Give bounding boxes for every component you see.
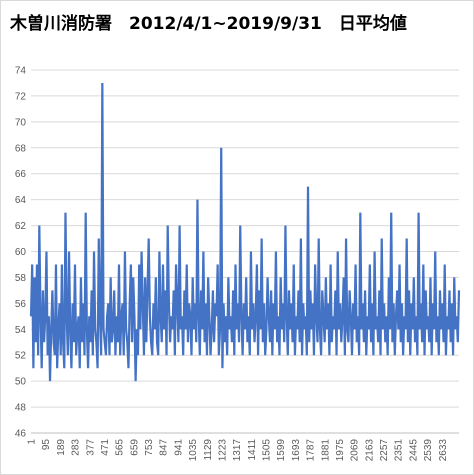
y-tick-label: 58 [15, 273, 27, 284]
y-tick-label: 64 [15, 195, 27, 206]
x-tick-label: 1035 [188, 439, 199, 462]
series-group [29, 82, 461, 382]
x-tick-label: 1411 [247, 439, 258, 461]
x-tick-label: 2163 [364, 439, 375, 462]
x-tick-label: 2633 [438, 439, 449, 462]
y-axis: 46 48 50 52 54 56 58 60 62 64 66 68 70 72 74 [15, 66, 27, 440]
x-tick-label: 847 [159, 439, 170, 456]
x-tick-label: 283 [71, 439, 82, 456]
y-tick-label: 72 [15, 91, 27, 102]
x-tick-label: 2539 [423, 439, 434, 462]
x-tick-label: 2069 [350, 439, 361, 462]
x-tick-label: 189 [56, 439, 67, 456]
x-tick-label: 2351 [394, 439, 405, 462]
y-tick-label: 48 [15, 403, 27, 414]
x-tick-label: 753 [144, 439, 155, 456]
x-tick-label: 2445 [408, 439, 419, 462]
y-tick-label: 52 [15, 351, 27, 362]
x-tick-label: 1693 [291, 439, 302, 462]
y-tick-label: 70 [15, 117, 27, 128]
x-tick-label: 565 [115, 439, 126, 456]
y-tick-label: 66 [15, 169, 27, 180]
x-tick-label: 471 [100, 439, 111, 456]
x-tick-label: 1129 [203, 439, 214, 461]
series-line [29, 82, 461, 382]
y-tick-label: 74 [15, 66, 27, 77]
chart-title: 木曽川消防署 2012/4/1~2019/9/31 日平均値 [10, 14, 407, 34]
x-tick-label: 659 [129, 439, 140, 456]
x-axis: 1 95 189 283 377 471 565 659 753 847 941 1035 1129 12… [27, 432, 459, 462]
x-tick-label: 941 [173, 439, 184, 456]
x-tick-label: 1975 [335, 439, 346, 462]
y-tick-label: 54 [15, 325, 27, 336]
y-tick-label: 62 [15, 221, 27, 232]
y-tick-label: 56 [15, 299, 27, 310]
x-tick-label: 1223 [217, 439, 228, 462]
gridlines [31, 69, 459, 434]
x-tick-label: 1505 [262, 439, 273, 462]
x-tick-label: 377 [85, 439, 96, 456]
y-tick-label: 60 [15, 247, 27, 258]
y-tick-label: 50 [15, 377, 27, 388]
x-tick-label: 1317 [232, 439, 243, 462]
x-tick-label: 1 [27, 439, 38, 445]
x-tick-label: 2257 [379, 439, 390, 462]
y-tick-label: 46 [15, 429, 27, 440]
x-tick-label: 1787 [306, 439, 317, 462]
y-tick-label: 68 [15, 143, 27, 154]
x-tick-label: 1599 [276, 439, 287, 462]
x-tick-label: 1881 [320, 439, 331, 462]
x-tick-label: 95 [41, 439, 52, 451]
